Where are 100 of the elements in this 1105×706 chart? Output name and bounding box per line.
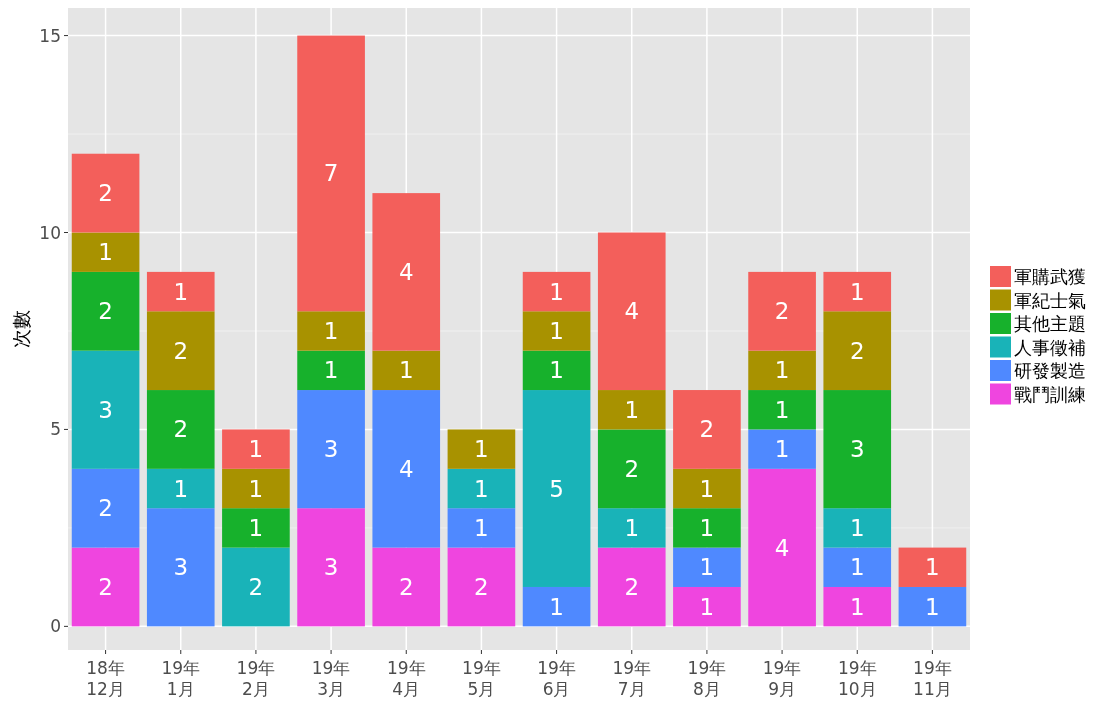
data-label: 1 xyxy=(474,514,489,541)
bar xyxy=(447,547,516,627)
bar xyxy=(372,547,441,627)
bar xyxy=(297,35,365,312)
data-label: 1 xyxy=(849,278,865,305)
bar xyxy=(522,271,591,312)
y-axis-title: 次數 xyxy=(10,310,32,348)
data-label: 1 xyxy=(849,593,865,620)
data-label: 4 xyxy=(774,534,790,561)
data-label: 1 xyxy=(474,436,489,463)
bar xyxy=(146,468,215,509)
x-tick-label: 19年 8月 xyxy=(687,658,727,699)
bar xyxy=(597,390,666,430)
y-tick-label: 15 xyxy=(39,25,61,46)
x-tick-label: 19年 1月 xyxy=(161,658,201,699)
bar xyxy=(222,468,290,509)
data-label: 3 xyxy=(849,436,865,463)
bar xyxy=(71,350,140,469)
y-tick-label: 10 xyxy=(39,222,61,243)
data-label: 3 xyxy=(98,396,113,423)
data-label: 4 xyxy=(624,298,640,325)
data-label: 1 xyxy=(849,554,865,581)
bar xyxy=(71,547,140,627)
data-label: 1 xyxy=(98,239,113,266)
data-label: 1 xyxy=(624,514,640,541)
data-label: 2 xyxy=(699,416,715,443)
data-label: 1 xyxy=(774,436,790,463)
x-tick-label: 19年 9月 xyxy=(762,658,802,699)
bar xyxy=(522,586,591,627)
bar xyxy=(597,429,666,509)
data-label: 1 xyxy=(248,475,264,502)
data-label: 3 xyxy=(323,436,339,463)
data-label: 4 xyxy=(398,455,414,482)
data-label: 1 xyxy=(699,554,715,581)
bar xyxy=(222,429,290,469)
data-label: 2 xyxy=(624,455,640,482)
bar xyxy=(673,390,741,469)
legend-label: 軍購武獲 xyxy=(1014,266,1086,287)
x-tick-label: 19年 5月 xyxy=(462,658,501,699)
data-label: 1 xyxy=(699,475,715,502)
data-label: 1 xyxy=(774,396,790,423)
x-tick-label: 19年 11月 xyxy=(913,658,952,699)
x-tick-label: 19年 4月 xyxy=(386,658,426,699)
bar xyxy=(597,547,666,627)
data-label: 2 xyxy=(248,573,264,600)
bar xyxy=(297,390,365,509)
bar xyxy=(673,586,741,627)
x-tick-label: 19年 2月 xyxy=(236,658,276,699)
bar xyxy=(898,547,967,587)
bar xyxy=(823,508,892,548)
data-label: 1 xyxy=(173,278,189,305)
bar xyxy=(297,311,365,351)
data-label: 1 xyxy=(398,357,414,384)
legend-label: 軍紀士氣 xyxy=(1014,289,1086,311)
bar xyxy=(673,547,741,587)
bar xyxy=(146,271,215,312)
legend-label: 戰鬥訓練 xyxy=(1014,383,1086,405)
bar xyxy=(71,468,140,548)
data-label: 2 xyxy=(398,573,414,600)
legend-label: 其他主題 xyxy=(1014,313,1086,334)
data-label: 2 xyxy=(624,573,640,600)
data-label: 2 xyxy=(774,298,790,325)
x-tick-label: 18年 12月 xyxy=(86,658,125,699)
data-label: 1 xyxy=(248,436,264,463)
bar xyxy=(673,508,741,548)
data-label: 4 xyxy=(398,258,414,285)
bar xyxy=(146,311,215,391)
data-label: 2 xyxy=(98,495,113,522)
bar xyxy=(597,508,666,548)
data-label: 2 xyxy=(849,337,865,364)
bar xyxy=(372,390,441,548)
x-tick-label: 19年 10月 xyxy=(837,658,877,699)
bar xyxy=(823,311,892,391)
data-label: 2 xyxy=(474,573,489,600)
data-label: 1 xyxy=(699,593,715,620)
data-label: 1 xyxy=(323,357,339,384)
bar xyxy=(522,390,591,587)
data-label: 2 xyxy=(173,337,189,364)
data-label: 1 xyxy=(925,593,940,620)
bar xyxy=(222,547,290,627)
x-tick-label: 19年 6月 xyxy=(537,658,576,699)
data-label: 1 xyxy=(549,357,564,384)
bar xyxy=(447,429,516,469)
bar xyxy=(297,350,365,391)
bar xyxy=(297,508,365,627)
data-label: 7 xyxy=(323,160,339,187)
data-label: 1 xyxy=(549,278,564,305)
bar xyxy=(146,508,215,627)
bar xyxy=(447,468,516,509)
bar xyxy=(748,429,816,469)
bar xyxy=(372,193,441,351)
bar xyxy=(748,271,816,351)
bar xyxy=(673,468,741,509)
data-label: 1 xyxy=(849,514,865,541)
bar xyxy=(522,350,591,391)
data-label: 1 xyxy=(925,554,940,581)
y-tick-label: 5 xyxy=(50,419,61,440)
y-tick-label: 0 xyxy=(50,616,61,637)
data-label: 1 xyxy=(173,475,189,502)
bar xyxy=(748,390,816,430)
